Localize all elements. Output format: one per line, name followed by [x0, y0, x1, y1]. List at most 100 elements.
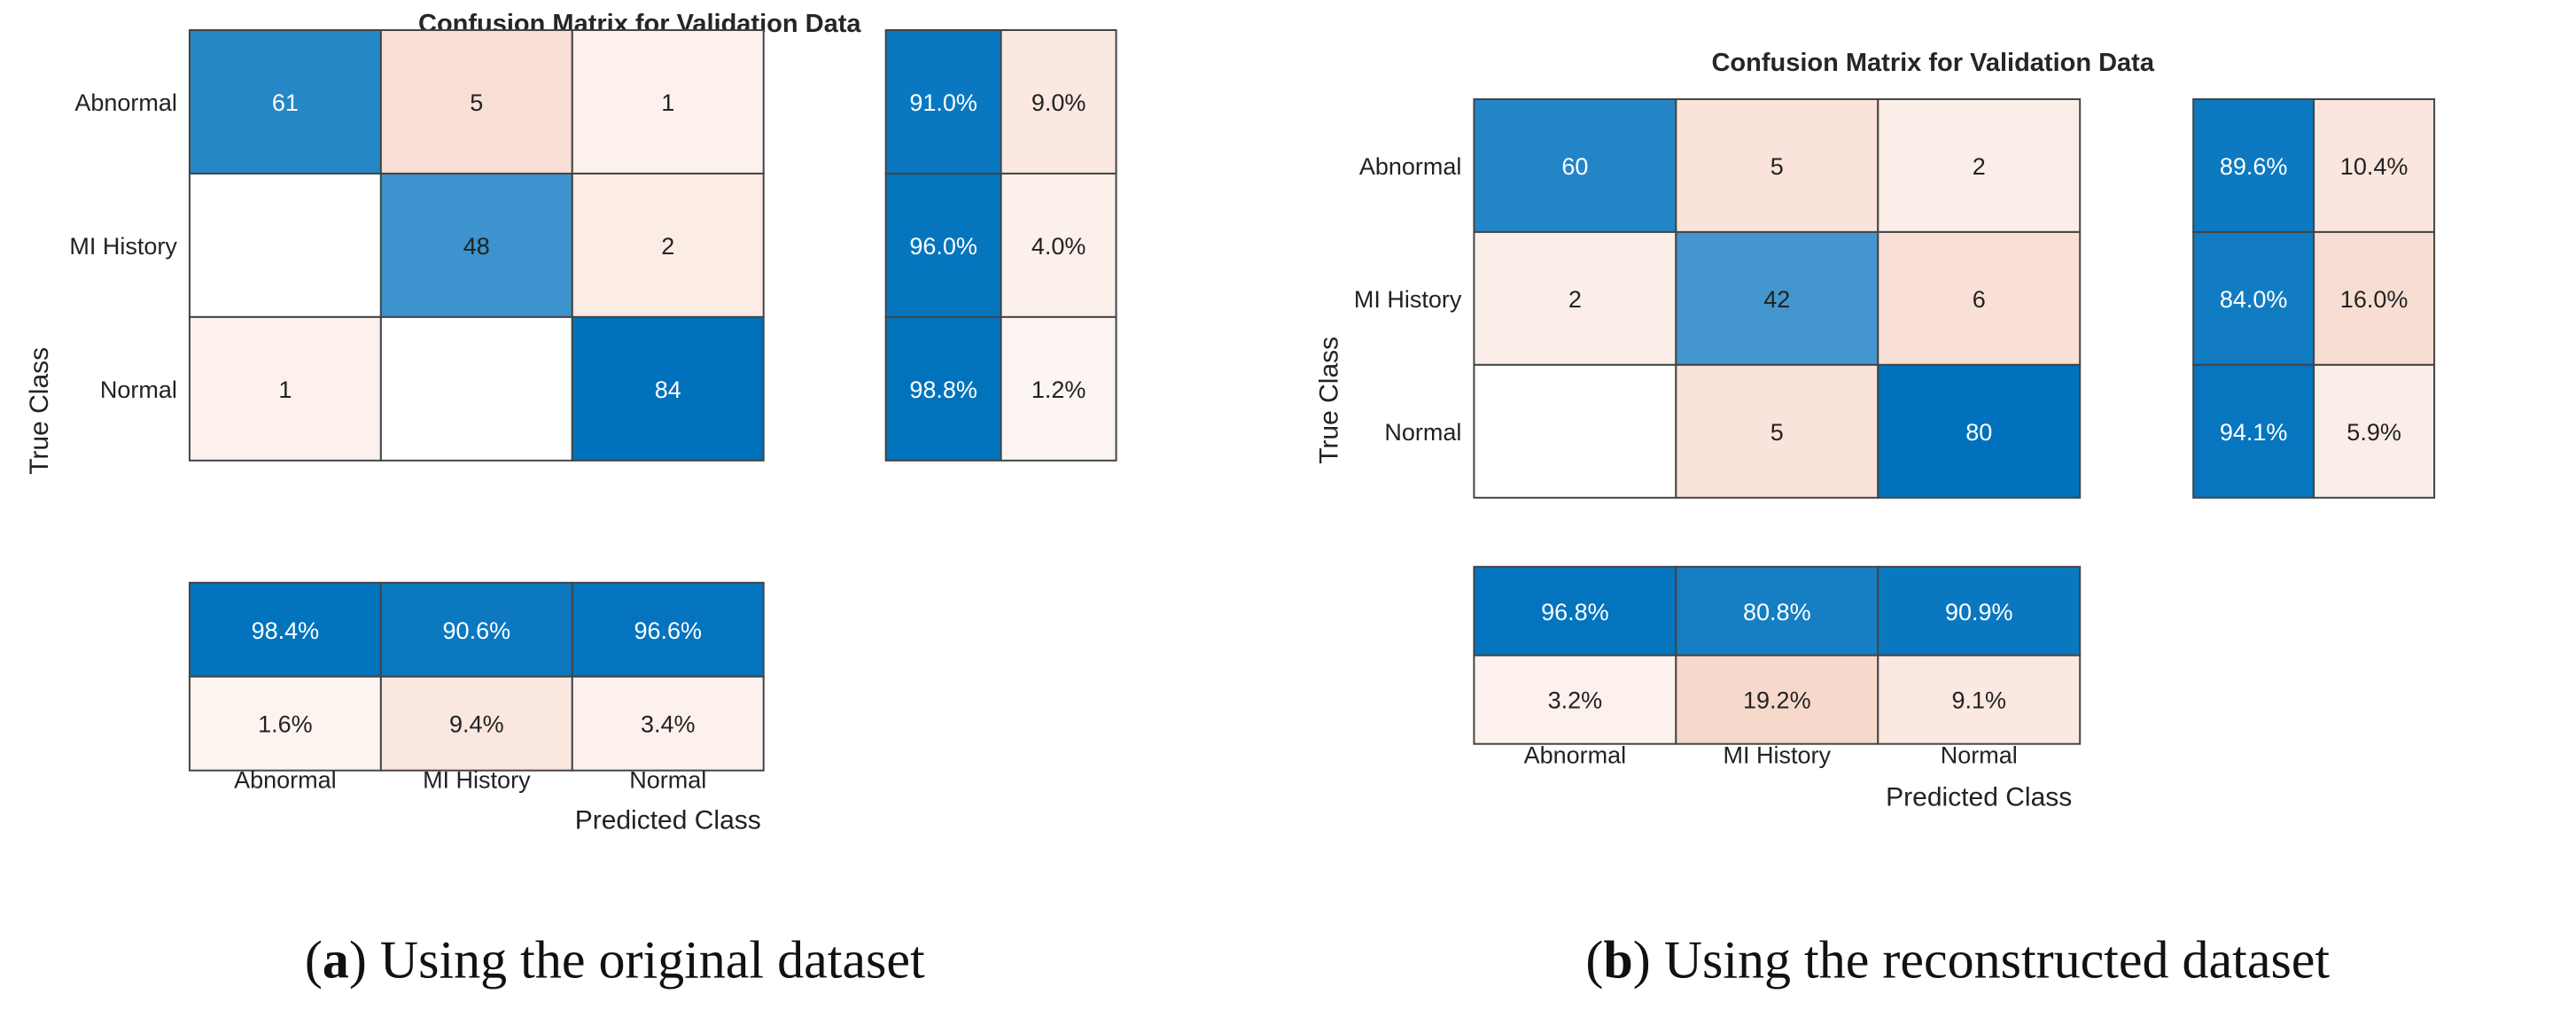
cell-value-label: 1 — [278, 377, 292, 403]
y-tick-label: MI History — [1354, 286, 1462, 313]
cell-value-label: 5 — [1771, 153, 1784, 180]
x-axis-label: Predicted Class — [575, 806, 761, 835]
column-summary-cell — [188, 581, 382, 678]
matrix-cell — [188, 172, 382, 318]
cell-value-label: 5 — [470, 89, 483, 116]
chart-title: Confusion Matrix for Validation Data — [1711, 49, 2154, 77]
y-tick-label: MI History — [69, 233, 177, 260]
x-tick-label: Normal — [1941, 742, 2018, 769]
column-summary-label: 80.8% — [1743, 599, 1811, 625]
column-summary-label: 9.4% — [449, 711, 504, 738]
matrix-cell — [188, 28, 382, 175]
matrix-cell — [188, 315, 382, 462]
x-axis-label: Predicted Class — [1886, 783, 2072, 812]
x-tick-label: Abnormal — [234, 767, 337, 794]
row-summary-cell — [2192, 230, 2315, 366]
row-summary-label: 10.4% — [2340, 153, 2409, 180]
row-summary-cell — [2313, 363, 2436, 499]
column-summary-cell — [188, 675, 382, 772]
column-summary-label: 96.8% — [1541, 599, 1609, 625]
x-tick-label: Normal — [629, 767, 706, 794]
row-summary-label: 1.2% — [1031, 377, 1086, 403]
panel-caption: (a) Using the original dataset — [305, 931, 925, 990]
y-tick-label: Normal — [1384, 419, 1461, 446]
x-tick-label: MI History — [423, 767, 531, 794]
column-summary-cell — [1675, 654, 1879, 745]
column-summary-label: 90.6% — [443, 617, 511, 644]
cell-value-label: 61 — [272, 89, 299, 116]
cell-value-label: 1 — [661, 89, 674, 116]
row-summary-cell — [1000, 315, 1117, 462]
row-summary-label: 9.0% — [1031, 89, 1086, 116]
matrix-cell — [1473, 363, 1677, 499]
column-summary-label: 98.4% — [252, 617, 320, 644]
cell-value-label: 60 — [1561, 153, 1588, 180]
cell-value-label: 2 — [1568, 286, 1582, 313]
column-summary-label: 3.2% — [1548, 687, 1603, 714]
row-summary-label: 96.0% — [909, 233, 977, 260]
matrix-cell — [1877, 363, 2082, 499]
cell-value-label: 5 — [1771, 419, 1784, 446]
x-tick-label: Abnormal — [1524, 742, 1627, 769]
column-summary-cell — [1675, 565, 1879, 656]
row-summary-label: 4.0% — [1031, 233, 1086, 260]
panel-caption: (b) Using the reconstructed dataset — [1585, 931, 2330, 990]
y-tick-label: Abnormal — [74, 89, 177, 116]
y-tick-label: Abnormal — [1359, 153, 1462, 180]
row-summary-label: 84.0% — [2220, 286, 2288, 313]
row-summary-cell — [884, 315, 1002, 462]
row-summary-cell — [884, 28, 1002, 175]
column-summary-cell — [1877, 565, 2082, 656]
column-summary-label: 19.2% — [1743, 687, 1811, 714]
cell-value-label: 6 — [1973, 286, 1986, 313]
cell-value-label: 2 — [661, 233, 674, 260]
column-summary-label: 1.6% — [258, 711, 313, 738]
caption-label: b — [1603, 931, 1632, 990]
column-summary-label: 9.1% — [1951, 687, 2006, 714]
column-summary-label: 96.6% — [634, 617, 702, 644]
cell-value-label: 42 — [1763, 286, 1790, 313]
row-summary-cell — [2313, 97, 2436, 233]
matrix-cell — [1675, 230, 1879, 366]
matrix-cell — [571, 28, 765, 175]
row-summary-label: 94.1% — [2220, 419, 2288, 446]
column-summary-cell — [379, 675, 573, 772]
matrix-cell — [1877, 230, 2082, 366]
column-summary-cell — [1877, 654, 2082, 745]
cell-value-label: 2 — [1973, 153, 1986, 180]
matrix-cell — [1473, 97, 1677, 233]
confusion-matrix-panel-b: Confusion Matrix for Validation Data 60 5 2… — [1314, 49, 2436, 990]
column-summary-cell — [1473, 654, 1677, 745]
cell-value-label: 84 — [655, 377, 681, 403]
row-summary-cell — [1000, 28, 1117, 175]
matrix-cell — [1473, 230, 1677, 366]
row-summary-label: 98.8% — [909, 377, 977, 403]
matrix-cell — [379, 315, 573, 462]
matrix-cell — [1877, 97, 2082, 233]
row-summary-label: 89.6% — [2220, 153, 2288, 180]
matrix-cell — [1675, 97, 1879, 233]
column-summary-label: 3.4% — [641, 711, 696, 738]
column-summary-cell — [571, 581, 765, 678]
matrix-cell — [379, 172, 573, 318]
y-axis-label: True Class — [25, 347, 54, 475]
column-summary-label: 90.9% — [1945, 599, 2013, 625]
matrix-cell — [571, 315, 765, 462]
row-summary-cell — [884, 172, 1002, 318]
row-summary-cell — [2313, 230, 2436, 366]
y-tick-label: Normal — [100, 377, 177, 403]
row-summary-label: 16.0% — [2340, 286, 2409, 313]
matrix-cell — [1675, 363, 1879, 499]
y-axis-label: True Class — [1314, 337, 1343, 464]
cell-value-label: 80 — [1965, 419, 1992, 446]
caption-label: a — [323, 931, 349, 990]
cell-value-label: 48 — [463, 233, 490, 260]
row-summary-label: 91.0% — [909, 89, 977, 116]
column-summary-cell — [571, 675, 765, 772]
x-tick-label: MI History — [1724, 742, 1832, 769]
row-summary-label: 5.9% — [2346, 419, 2401, 446]
column-summary-cell — [379, 581, 573, 678]
matrix-cell — [379, 28, 573, 175]
